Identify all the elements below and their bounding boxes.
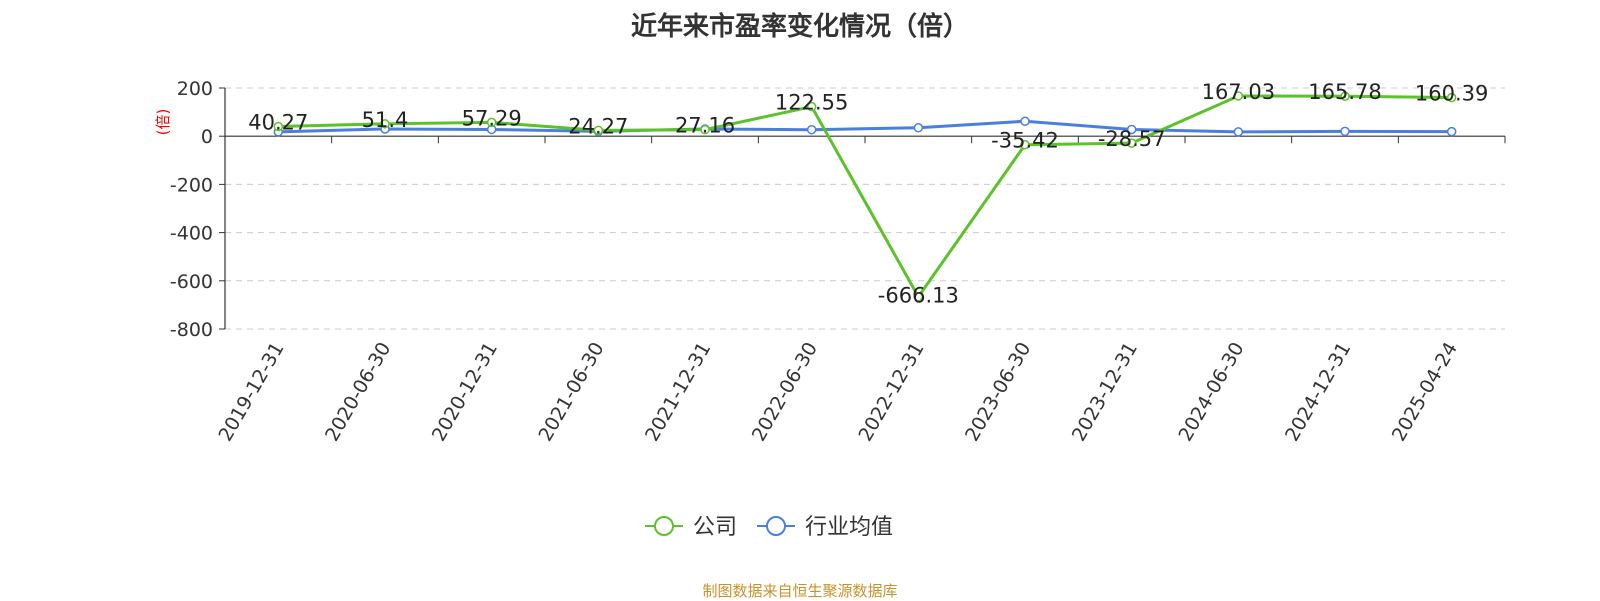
x-tick-label: 2025-04-24 — [1388, 339, 1462, 446]
data-point[interactable] — [593, 125, 604, 136]
data-point[interactable] — [273, 121, 284, 132]
data-point[interactable] — [1340, 126, 1350, 137]
legend-item-0[interactable]: 公司 — [645, 515, 737, 540]
y-tick-label: 200 — [177, 78, 213, 100]
y-tick-label: 0 — [201, 126, 213, 148]
x-tick-label: 2021-12-31 — [641, 339, 715, 446]
data-point[interactable] — [1020, 116, 1030, 127]
data-point[interactable] — [1233, 127, 1244, 137]
data-point[interactable] — [486, 117, 497, 128]
x-tick-label: 2021-06-30 — [534, 339, 608, 446]
data-point[interactable] — [1126, 124, 1137, 135]
data-point[interactable] — [1446, 92, 1457, 103]
data-label: -35.42 — [991, 129, 1059, 153]
x-tick-label: 2022-12-31 — [854, 338, 928, 445]
x-tick-label: 2024-12-31 — [1281, 339, 1355, 446]
series-line — [278, 119, 1452, 134]
data-label: 122.55 — [775, 91, 848, 115]
data-label: 167.03 — [1202, 80, 1275, 104]
x-tick-label: 2020-06-30 — [321, 339, 395, 446]
data-label: 165.78 — [1308, 80, 1381, 104]
x-tick-label: 2022-06-30 — [748, 339, 822, 446]
data-source-note: 制图数据来自恒生聚源数据库 — [702, 582, 898, 600]
y-tick-label: -200 — [170, 174, 213, 196]
chart-title: 近年来市盈率变化情况（倍） — [630, 12, 969, 42]
data-label: 27.16 — [675, 114, 735, 138]
data-point[interactable] — [913, 291, 924, 302]
y-tick-label: -400 — [170, 223, 213, 245]
data-point[interactable] — [1446, 126, 1457, 137]
legend[interactable]: 公司 行业均值 — [645, 515, 893, 540]
y-axis-label: (倍) — [154, 109, 172, 136]
legend-label: 公司 — [693, 515, 737, 540]
y-tick-label: -800 — [170, 319, 213, 341]
x-tick-label: 2023-12-31 — [1068, 339, 1142, 446]
data-point[interactable] — [913, 123, 924, 133]
data-point[interactable] — [1233, 91, 1244, 101]
series-lines — [273, 91, 1457, 302]
x-tick-label: 2020-12-31 — [428, 338, 502, 445]
data-label: -666.13 — [878, 284, 959, 308]
legend-label: 行业均值 — [805, 515, 893, 540]
data-point[interactable] — [806, 124, 817, 135]
data-label: 51.4 — [362, 108, 409, 132]
data-labels: 40.27 51.4 57.29 24.27 27.16 122.55 -666.13 -35… — [248, 80, 1488, 308]
data-label: -28.57 — [1098, 127, 1166, 151]
data-point[interactable] — [380, 119, 390, 129]
data-label: 24.27 — [568, 114, 628, 138]
data-point[interactable] — [806, 101, 817, 112]
x-tick-label: 2023-06-30 — [961, 339, 1035, 446]
data-point[interactable] — [1340, 91, 1350, 101]
x-tick-label: 2019-12-31 — [214, 339, 288, 446]
legend-item-1[interactable]: 行业均值 — [757, 515, 893, 540]
series-0 — [273, 91, 1457, 302]
data-point[interactable] — [700, 124, 710, 135]
series-line — [278, 94, 1452, 299]
x-tick-label: 2024-06-30 — [1174, 339, 1248, 446]
data-label: 160.39 — [1415, 82, 1488, 106]
data-point[interactable] — [1126, 138, 1137, 148]
data-label: 40.27 — [248, 110, 308, 134]
legend-marker — [654, 516, 674, 536]
y-tick-label: -600 — [170, 271, 213, 293]
series-1 — [273, 116, 1457, 137]
legend-marker — [766, 516, 786, 536]
data-label: 57.29 — [462, 106, 522, 130]
data-point[interactable] — [1020, 139, 1030, 150]
grid-lines — [225, 87, 1505, 330]
